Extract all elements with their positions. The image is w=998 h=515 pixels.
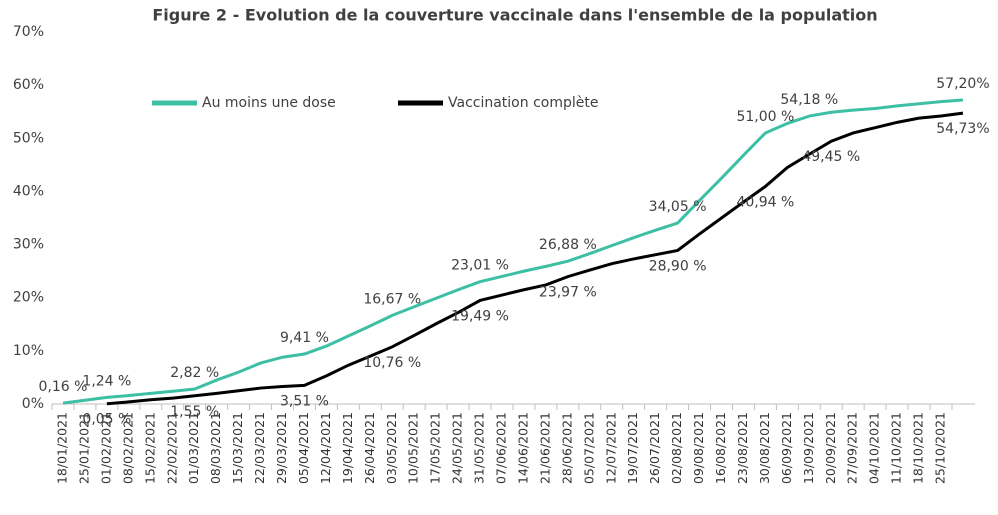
x-tick-label: 08/02/2021 — [120, 412, 135, 484]
data-label: 49,45 % — [802, 149, 860, 165]
x-tick-label: 23/08/2021 — [735, 412, 750, 484]
series-line — [62, 98, 964, 405]
x-tick-label: 19/04/2021 — [340, 412, 355, 484]
x-tick-label: 18/10/2021 — [911, 412, 926, 484]
x-tick-label: 21/06/2021 — [537, 412, 552, 484]
x-tick-label: 20/09/2021 — [823, 412, 838, 484]
x-tick-label: 12/04/2021 — [318, 412, 333, 484]
y-tick-label: 30% — [13, 237, 44, 253]
x-tick-label: 28/06/2021 — [559, 412, 574, 484]
y-tick-label: 50% — [13, 130, 44, 146]
y-tick-label: 10% — [13, 343, 44, 359]
data-label: 16,67 % — [363, 291, 421, 307]
legend-label: Vaccination complète — [448, 95, 598, 111]
data-label: 0,16 % — [39, 379, 88, 395]
legend-label: Au moins une dose — [202, 95, 336, 111]
x-tick-label: 12/07/2021 — [603, 412, 618, 484]
x-tick-label: 31/05/2021 — [472, 412, 487, 484]
data-label: 0,05 % — [82, 412, 131, 428]
x-tick-label: 15/02/2021 — [142, 412, 157, 484]
data-label: 9,41 % — [280, 330, 329, 346]
x-tick-label: 24/05/2021 — [450, 412, 465, 484]
x-tick-label: 01/02/2021 — [98, 412, 113, 484]
x-tick-label: 04/10/2021 — [867, 412, 882, 484]
series-line — [106, 111, 964, 406]
data-label: 40,94 % — [736, 194, 794, 210]
data-label: 26,88 % — [539, 237, 597, 253]
data-label: 23,01 % — [451, 258, 509, 274]
data-label: 19,49 % — [451, 308, 509, 324]
y-tick-label: 40% — [13, 183, 44, 199]
x-tick-label: 10/05/2021 — [406, 412, 421, 484]
x-tick-label: 22/02/2021 — [164, 412, 179, 484]
data-label: 1,55 % — [170, 404, 219, 420]
chart-title: Figure 2 - Evolution de la couverture va… — [152, 6, 877, 25]
x-tick-label: 22/03/2021 — [252, 412, 267, 484]
x-tick-label: 25/01/2021 — [76, 412, 91, 484]
data-label: 51,00 % — [736, 109, 794, 125]
x-tick-label: 14/06/2021 — [515, 412, 530, 484]
x-tick-label: 16/08/2021 — [713, 412, 728, 484]
x-tick-label: 02/08/2021 — [669, 412, 684, 484]
y-tick-label: 60% — [13, 77, 44, 93]
y-tick-label: 70% — [13, 24, 44, 40]
x-tick-label: 26/07/2021 — [647, 412, 662, 484]
data-label: 10,76 % — [363, 355, 421, 371]
data-label: 54,18 % — [780, 92, 838, 108]
x-tick-label: 27/09/2021 — [845, 412, 860, 484]
x-tick-label: 13/09/2021 — [801, 412, 816, 484]
x-tick-label: 17/05/2021 — [428, 412, 443, 484]
x-tick-label: 29/03/2021 — [274, 412, 289, 484]
x-tick-label: 05/04/2021 — [296, 412, 311, 484]
y-tick-label: 20% — [13, 290, 44, 306]
x-tick-label: 03/05/2021 — [384, 412, 399, 484]
x-tick-label: 15/03/2021 — [230, 412, 245, 484]
data-label: 3,51 % — [280, 393, 329, 409]
x-tick-label: 01/03/2021 — [186, 412, 201, 484]
x-tick-label: 09/08/2021 — [691, 412, 706, 484]
x-tick-label: 18/01/2021 — [55, 412, 70, 484]
x-tick-label: 11/10/2021 — [889, 412, 904, 484]
data-label: 28,90 % — [649, 258, 707, 274]
x-tick-label: 05/07/2021 — [581, 412, 596, 484]
data-label: 54,73% — [936, 121, 989, 137]
x-tick-label: 26/04/2021 — [362, 412, 377, 484]
data-label: 2,82 % — [170, 365, 219, 381]
data-label: 34,05 % — [649, 199, 707, 215]
x-tick-label: 08/03/2021 — [208, 412, 223, 484]
data-label: 1,24 % — [82, 373, 131, 389]
x-tick-label: 07/06/2021 — [494, 412, 509, 484]
y-tick-label: 0% — [22, 396, 44, 412]
data-label: 23,97 % — [539, 285, 597, 301]
data-label: 57,20% — [936, 76, 989, 92]
x-tick-label: 19/07/2021 — [625, 412, 640, 484]
x-tick-label: 25/10/2021 — [933, 412, 948, 484]
x-tick-label: 06/09/2021 — [779, 412, 794, 484]
x-tick-label: 30/08/2021 — [757, 412, 772, 484]
